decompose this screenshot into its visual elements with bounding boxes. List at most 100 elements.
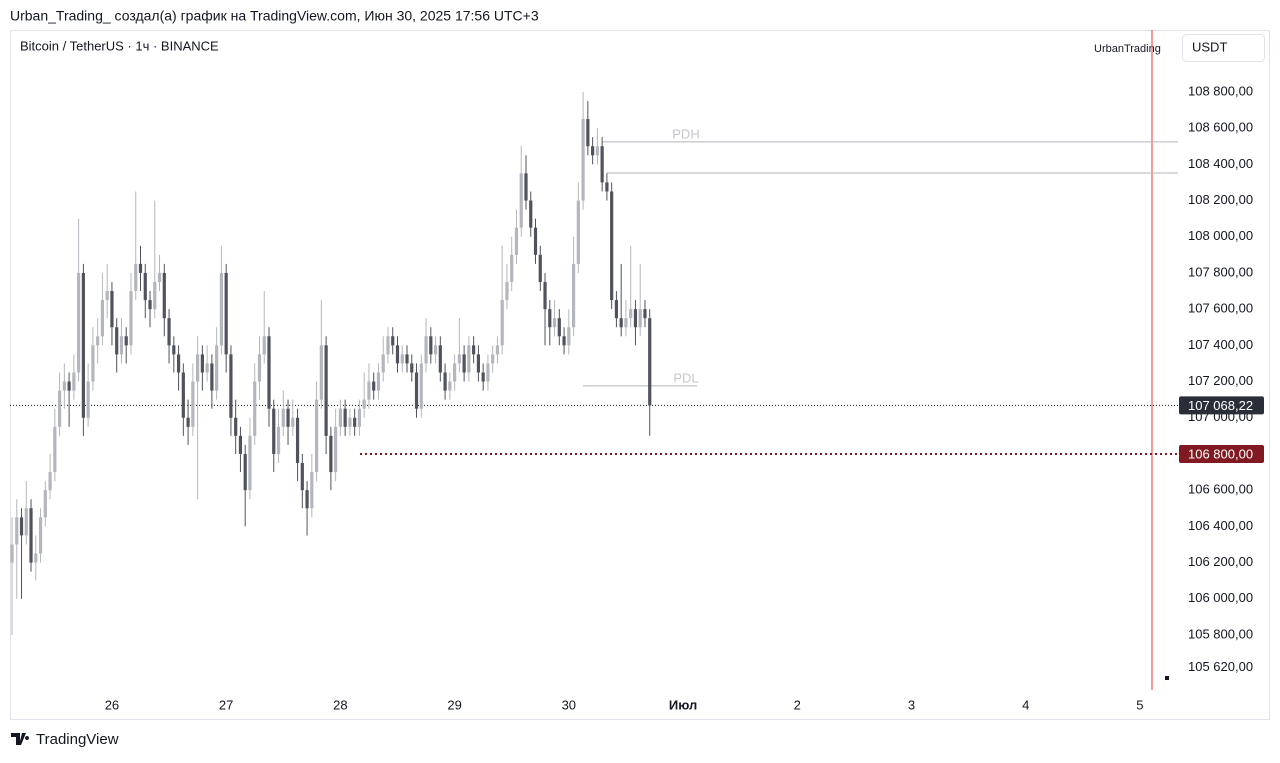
candle-body	[53, 426, 57, 473]
candle-body	[457, 354, 461, 364]
y-tick-label: 108 600,00	[1188, 120, 1253, 135]
x-tick-label: 30	[562, 697, 576, 712]
candle-body	[238, 435, 243, 454]
candle-body	[519, 173, 523, 228]
candle-body	[405, 354, 409, 364]
candle-body	[29, 508, 33, 563]
candle-body	[510, 254, 514, 282]
candle-body	[19, 517, 24, 536]
candle-body	[81, 272, 85, 418]
candle-body	[162, 272, 166, 319]
x-tick-label: 26	[105, 697, 119, 712]
candle-body	[153, 281, 157, 310]
candle-body	[419, 363, 423, 409]
candle-body	[34, 553, 38, 563]
candle-body	[529, 200, 533, 228]
candle-body	[424, 336, 428, 364]
candle-body	[196, 354, 200, 382]
candle-body	[643, 309, 647, 319]
candle-body	[400, 354, 404, 364]
currency[interactable]: USDT	[1192, 39, 1227, 54]
candle-body	[119, 336, 124, 355]
candle-body	[629, 309, 633, 319]
candle-body	[96, 336, 100, 346]
candle-body	[624, 318, 628, 328]
candle-body	[543, 281, 547, 310]
candle-body	[395, 345, 400, 364]
candle-body	[43, 490, 47, 518]
candle-body	[129, 291, 133, 346]
candle-body	[181, 372, 185, 418]
candle-body	[505, 281, 509, 301]
candle-body	[110, 291, 114, 328]
header: Urban_Trading_ создал(а) график на Tradi…	[10, 8, 539, 24]
x-tick-label: 27	[219, 697, 233, 712]
candle-body	[115, 327, 119, 355]
candle-body	[486, 363, 490, 382]
candle-body	[500, 300, 504, 346]
candle-body	[538, 254, 542, 282]
y-tick-label: 107 600,00	[1188, 301, 1253, 316]
candle-body	[134, 263, 138, 292]
y-tick-label: 105 800,00	[1188, 626, 1253, 641]
candle-body	[210, 363, 214, 391]
candle-body	[324, 345, 328, 436]
candle-body	[600, 146, 604, 183]
candle-body	[281, 408, 285, 427]
level-label: PDH	[672, 126, 699, 141]
candle-body	[376, 372, 381, 391]
candle-body	[229, 354, 233, 418]
candle-body	[443, 372, 447, 391]
candle-body	[215, 345, 219, 391]
candle-body	[176, 354, 181, 373]
candle-body	[77, 272, 81, 373]
candle-body	[491, 354, 495, 364]
candle-body	[548, 309, 552, 328]
candle-body	[167, 318, 171, 346]
candle-body	[57, 390, 62, 427]
candle-body	[267, 336, 271, 409]
currency-button[interactable]	[1182, 34, 1265, 62]
x-tick-label: Июл	[669, 697, 697, 712]
candle-body	[591, 146, 595, 156]
candle-body	[24, 508, 28, 536]
candle-body	[91, 345, 95, 382]
y-tick-label: 107 200,00	[1188, 373, 1253, 388]
candle-body	[386, 336, 390, 355]
candle-body	[86, 381, 90, 418]
candle-body	[276, 426, 281, 454]
candle-body	[571, 263, 576, 328]
candle-body	[67, 381, 71, 391]
candle-body	[329, 435, 333, 473]
candle-body	[357, 408, 362, 427]
candle-body	[453, 363, 457, 382]
level-label: PDL	[673, 370, 698, 385]
candle-body	[291, 417, 295, 427]
chart-frame	[10, 30, 1270, 720]
candle-body	[343, 408, 347, 427]
logo	[11, 733, 30, 745]
candle-body	[305, 490, 309, 509]
candle-body	[100, 300, 105, 337]
candle-body	[595, 146, 599, 156]
last-price-tag-label: 107 068,22	[1188, 398, 1253, 413]
candle-body	[172, 345, 176, 355]
marker-dot	[1165, 676, 1169, 680]
candle-body	[353, 417, 357, 427]
alert-tag	[1179, 444, 1264, 463]
candle-body	[300, 463, 304, 491]
x-tick-label: 28	[333, 697, 347, 712]
candle-body	[410, 363, 414, 373]
candle-body	[429, 336, 433, 355]
candle-body	[224, 272, 228, 355]
x-tick-label: 29	[447, 697, 461, 712]
y-tick-label: 107 400,00	[1188, 337, 1253, 352]
candle-body	[472, 345, 476, 355]
candle-body	[533, 227, 538, 255]
y-tick-label: 108 200,00	[1188, 192, 1253, 207]
candle-body	[362, 399, 366, 409]
candle-body	[462, 354, 466, 373]
candle-body	[243, 453, 247, 491]
y-tick-label: 106 600,00	[1188, 482, 1253, 497]
candle-body	[248, 435, 252, 491]
